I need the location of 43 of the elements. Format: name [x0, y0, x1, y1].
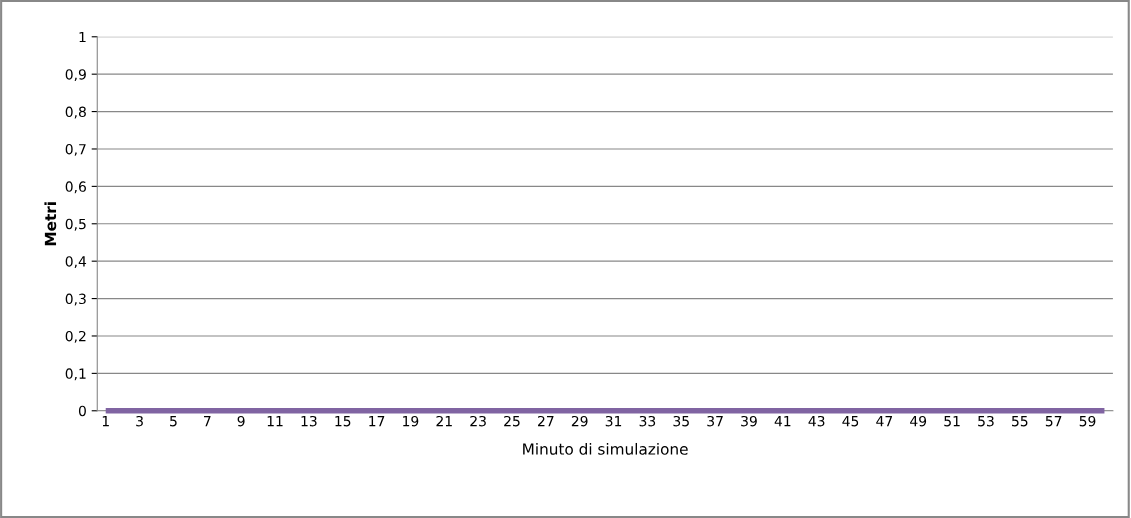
x-tick-label: 59 — [1079, 415, 1096, 427]
x-tick-label: 35 — [673, 415, 689, 427]
x-axis-title: Minuto di simulazione — [523, 442, 688, 455]
x-tick-label: 17 — [369, 416, 385, 427]
x-tick-label: 19 — [403, 415, 419, 427]
x-tick-label: 1 — [102, 416, 109, 427]
x-tick-label: 3 — [136, 415, 143, 427]
x-tick-label: 5 — [170, 416, 177, 427]
x-tick-label: 57 — [1045, 416, 1062, 427]
x-tick-label: 39 — [741, 415, 757, 427]
x-tick-label: 25 — [504, 415, 520, 427]
x-tick-label: 15 — [335, 416, 351, 427]
y-tick-label: 0,5 — [65, 218, 86, 231]
x-tick-label: 49 — [910, 415, 927, 427]
y-tick-label: 0,1 — [65, 368, 86, 381]
x-tick-label: 31 — [605, 415, 622, 427]
y-tick-label: 0,4 — [65, 256, 87, 269]
x-tick-label: 43 — [808, 415, 825, 427]
x-tick-label: 13 — [301, 415, 317, 427]
x-tick-label: 21 — [436, 415, 452, 427]
x-tick-label: 41 — [774, 416, 791, 427]
y-axis-title: Metri — [44, 202, 57, 246]
x-tick-label: 7 — [204, 416, 211, 427]
x-tick-label: 45 — [842, 416, 859, 427]
x-tick-label: 55 — [1012, 416, 1028, 427]
y-tick-label: 0,2 — [65, 330, 86, 343]
x-tick-label: 51 — [944, 416, 960, 427]
y-tick-label: 0 — [78, 405, 86, 417]
x-tick-label: 37 — [707, 415, 723, 427]
x-tick-label: 33 — [639, 415, 656, 427]
y-tick-label: 0,7 — [65, 143, 86, 156]
x-tick-label: 27 — [538, 415, 554, 427]
x-tick-label: 9 — [237, 415, 245, 427]
y-tick-label: 0,6 — [65, 181, 86, 194]
y-tick-label: 1 — [79, 31, 86, 43]
x-tick-label: 23 — [470, 415, 486, 427]
y-tick-label: 0,8 — [65, 106, 86, 119]
x-tick-label: 29 — [571, 415, 588, 427]
y-tick-label: 0,9 — [65, 69, 86, 82]
x-tick-label: 53 — [978, 415, 994, 427]
y-tick-label: 0,3 — [65, 293, 86, 306]
x-tick-label: 11 — [267, 416, 283, 427]
x-tick-label: 47 — [876, 416, 893, 427]
